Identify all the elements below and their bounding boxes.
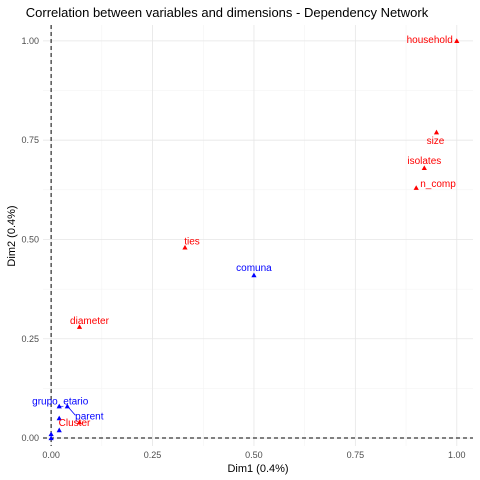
y-axis-label: Dim2 (0.4%) [6,205,18,266]
point-label-parent: parent [75,411,104,422]
leader-line-parent [68,407,76,416]
data-point-isolates [421,165,427,171]
x-tick-label: 1.00 [448,450,466,460]
data-point [48,435,54,441]
data-point [56,427,62,433]
data-point-size [433,129,440,135]
x-axis-label: Dim1 (0.4%) [227,463,288,475]
data-points [48,38,460,441]
point-label-size: size [427,136,445,147]
data-point-ties [182,244,188,250]
x-tick-label: 0.75 [347,450,365,460]
point-label-household: household [407,35,453,46]
x-tick-label: 0.25 [144,450,162,460]
y-tick-label: 1.00 [21,36,39,46]
point-label-n_comp: n_comp [420,179,456,190]
point-label-isolates: isolates [407,156,441,167]
chart-title: Correlation between variables and dimens… [26,5,429,20]
data-point-n_comp [413,185,419,190]
data-point-diameter [76,324,83,329]
point-label-diameter: diameter [70,316,110,327]
data-point-household [454,38,460,43]
data-point [56,415,62,421]
data-point-grupo_etario [56,403,62,409]
point-label-ties: ties [184,236,200,247]
x-tick-label: 0.00 [42,450,60,460]
y-tick-label: 0.50 [21,234,39,244]
x-axis-ticks: 0.00 0.25 0.50 0.75 1.00 [42,450,465,460]
point-label-comuna: comuna [236,263,272,274]
point-label-Cluster: Cluster [59,418,91,429]
y-tick-label: 0.00 [21,433,39,443]
y-tick-label: 0.25 [21,334,39,344]
reference-lines [43,25,473,446]
grid [43,25,473,446]
data-point-parent [64,403,70,409]
data-point [48,431,54,437]
data-point-Cluster [76,419,83,425]
y-axis-ticks: 0.00 0.25 0.50 0.75 1.00 [21,36,39,443]
x-tick-label: 0.50 [245,450,263,460]
label-leaders [68,407,76,416]
point-label-grupo_etario: grupo_etario [32,396,89,407]
y-tick-label: 0.75 [21,135,39,145]
data-point-comuna [251,272,257,278]
